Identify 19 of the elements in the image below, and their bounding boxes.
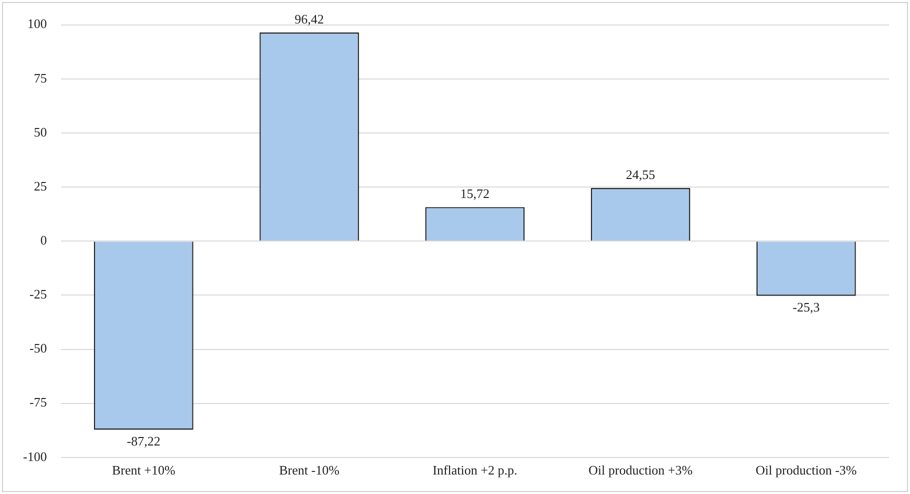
x-tick-label: Brent -10%: [279, 462, 340, 478]
x-tick-label: Inflation +2 p.p.: [432, 462, 518, 478]
y-tick-label: 75: [34, 70, 47, 86]
data-label: 96,42: [294, 11, 324, 26]
x-tick-label: Brent +10%: [112, 462, 176, 478]
data-label: 24,55: [626, 166, 656, 182]
y-tick-label: -100: [22, 448, 47, 464]
y-tick-label: 0: [40, 232, 47, 248]
y-tick-label: 50: [34, 124, 47, 140]
data-label: -87,22: [126, 434, 160, 449]
y-tick-label: -50: [29, 340, 47, 356]
y-tick-label: -25: [29, 286, 47, 302]
x-tick-label: Oil production +3%: [588, 462, 693, 478]
data-label: 15,72: [460, 186, 490, 202]
y-tick-label: -75: [29, 394, 47, 410]
data-label: -25,3: [792, 300, 820, 315]
x-tick-label: Oil production -3%: [756, 462, 857, 478]
y-tick-label: 25: [34, 178, 47, 194]
y-tick-label: 100: [27, 16, 47, 32]
